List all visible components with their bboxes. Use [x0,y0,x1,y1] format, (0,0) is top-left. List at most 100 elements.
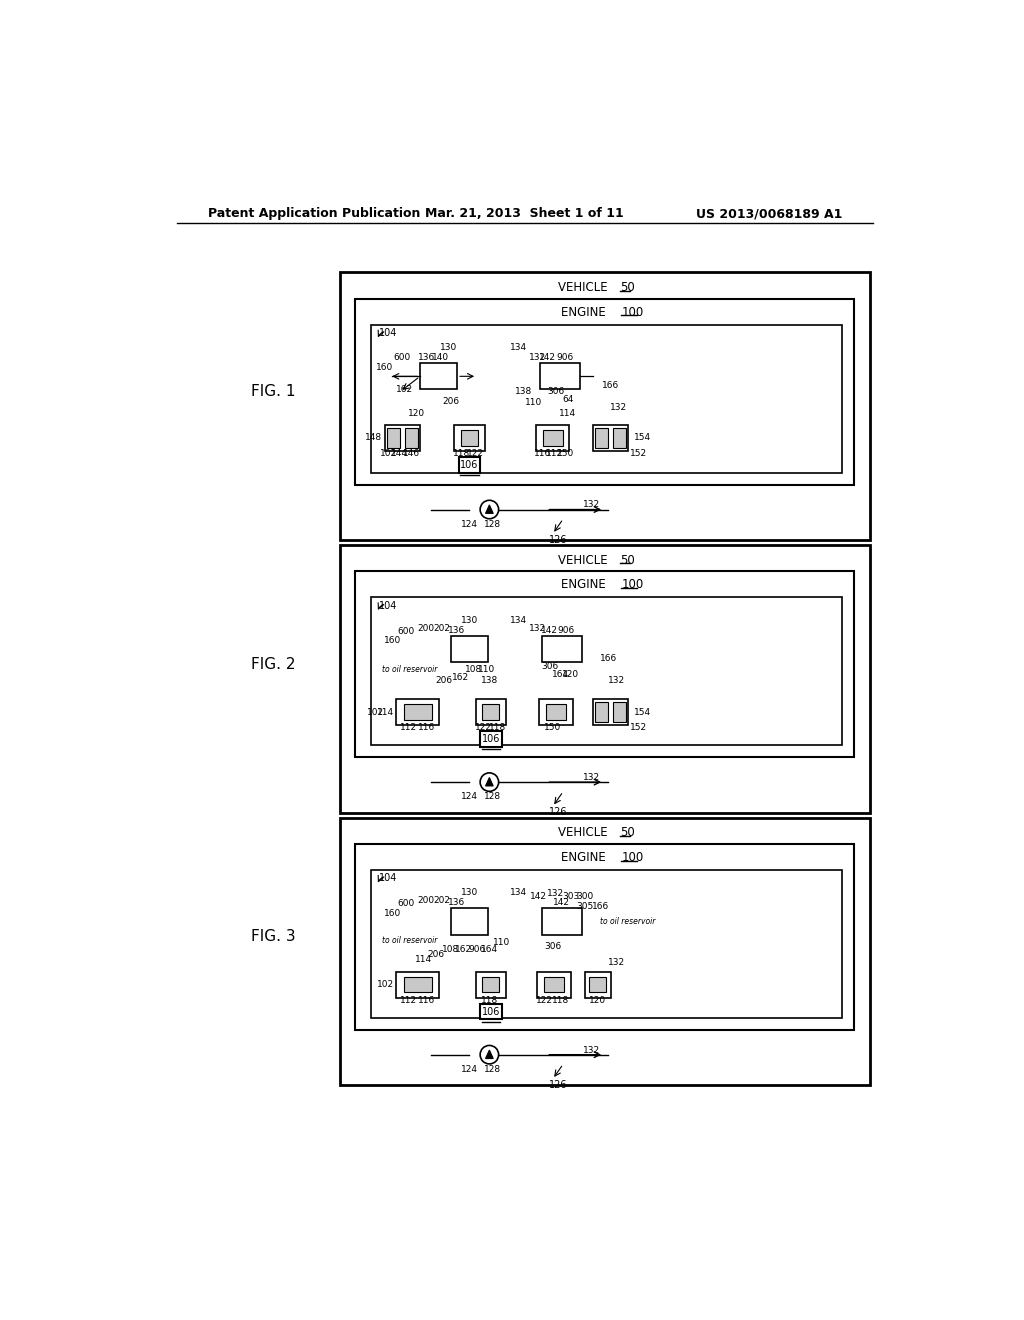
Text: FIG. 3: FIG. 3 [251,929,295,944]
Text: 104: 104 [379,329,397,338]
Text: 108: 108 [442,945,460,954]
Text: 138: 138 [515,387,531,396]
Text: 110: 110 [525,399,543,407]
Bar [385,425,420,451]
Text: 132: 132 [609,404,627,412]
Text: 106: 106 [460,459,478,470]
Bar [340,545,869,813]
Text: 50: 50 [621,281,635,294]
Text: 162: 162 [452,673,469,682]
Text: 124: 124 [461,1065,478,1073]
Bar [371,870,842,1018]
Text: 114: 114 [415,956,432,965]
Text: 148: 148 [366,433,382,442]
Text: VEHICLE: VEHICLE [558,826,611,840]
Bar [420,363,457,389]
Text: 140: 140 [431,354,449,362]
Text: ENGINE: ENGINE [560,306,609,319]
Bar [340,272,869,540]
Bar [355,298,854,484]
Bar [538,972,571,998]
Text: 154: 154 [634,433,651,442]
Text: FIG. 1: FIG. 1 [251,384,295,399]
Text: 106: 106 [481,734,500,744]
Text: Patent Application Publication: Patent Application Publication [208,207,420,220]
Text: 100: 100 [622,306,644,319]
Text: 306: 306 [548,387,565,396]
Polygon shape [485,506,494,513]
Text: 132: 132 [583,1045,600,1055]
Text: 128: 128 [484,792,501,801]
Text: 102: 102 [380,449,397,458]
Text: 160: 160 [384,908,401,917]
Text: 128: 128 [484,520,501,528]
Text: 152: 152 [630,723,646,731]
Text: 142: 142 [540,354,556,362]
Text: 124: 124 [461,520,478,528]
Text: 118: 118 [552,995,569,1005]
Text: 166: 166 [602,381,620,389]
Text: to oil reservoir: to oil reservoir [600,917,655,925]
Bar [403,977,432,993]
Text: ENGINE: ENGINE [560,851,609,865]
Bar [387,428,400,447]
Text: 146: 146 [403,449,420,458]
Text: 166: 166 [592,902,609,911]
Text: 128: 128 [484,1065,501,1073]
Text: 132: 132 [583,500,600,510]
Bar [396,700,439,725]
Bar [461,430,478,446]
Text: 124: 124 [461,792,478,801]
Text: 134: 134 [510,343,527,351]
Text: 108: 108 [465,665,482,675]
Bar [543,430,562,446]
Bar [371,598,842,744]
Bar [537,425,568,451]
Text: 132: 132 [583,774,600,781]
Text: 142: 142 [541,626,558,635]
Bar [480,1003,502,1019]
Text: 130: 130 [461,616,478,624]
Text: 166: 166 [600,655,617,664]
Text: 116: 116 [534,449,551,458]
Text: 202: 202 [433,896,451,906]
Text: 132: 132 [547,890,564,898]
Text: 126: 126 [549,1080,567,1090]
Text: 120: 120 [562,669,580,678]
Text: VEHICLE: VEHICLE [558,554,611,566]
Text: 104: 104 [379,601,397,611]
Text: 600: 600 [397,899,415,908]
Text: 118: 118 [488,723,506,731]
Text: 138: 138 [480,676,498,685]
Text: 116: 116 [419,995,435,1005]
Text: 102: 102 [367,708,384,717]
Bar [475,972,506,998]
Bar [454,425,484,451]
Text: 150: 150 [544,723,561,731]
Text: 100: 100 [622,578,644,591]
Text: 130: 130 [440,343,457,351]
Text: 160: 160 [376,363,393,372]
Text: 122: 122 [537,995,553,1005]
Text: 202: 202 [433,623,451,632]
Bar [542,636,582,663]
Text: 112: 112 [546,449,562,458]
Bar [403,705,432,719]
Text: 118: 118 [480,995,498,1005]
Text: 110: 110 [494,937,510,946]
Text: 126: 126 [549,807,567,817]
Bar [544,977,564,993]
Bar [595,428,608,447]
Text: 300: 300 [577,892,594,902]
Bar [539,700,572,725]
Text: 152: 152 [630,449,646,458]
Text: 122: 122 [467,449,484,458]
Text: 306: 306 [541,663,558,671]
Text: 120: 120 [589,995,606,1005]
Bar [612,702,626,722]
Text: 114: 114 [377,708,394,717]
Text: 100: 100 [622,851,644,865]
Text: US 2013/0068189 A1: US 2013/0068189 A1 [695,207,842,220]
Bar [459,457,480,473]
Text: Mar. 21, 2013  Sheet 1 of 11: Mar. 21, 2013 Sheet 1 of 11 [425,207,625,220]
